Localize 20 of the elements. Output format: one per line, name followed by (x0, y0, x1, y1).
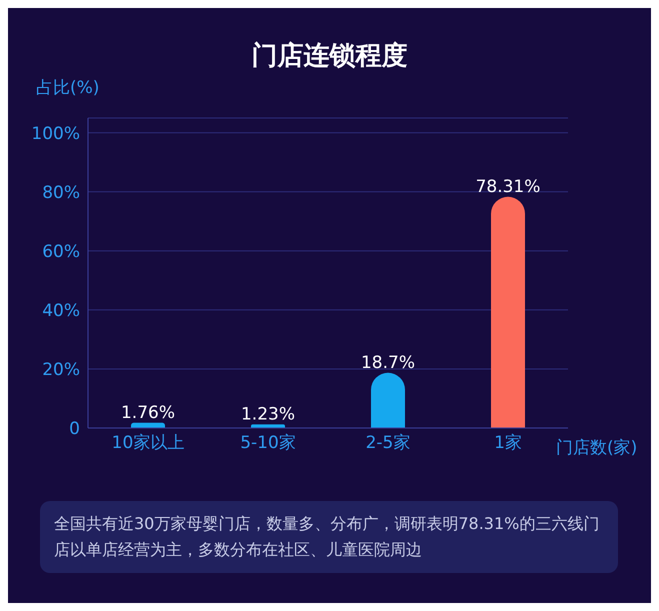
chart-title: 门店连锁程度 (250, 40, 408, 73)
data-label: 1.76% (120, 402, 176, 423)
data-label: 1.23% (240, 404, 296, 424)
y-axis-title: 占比(%) (36, 77, 100, 99)
bar (371, 372, 405, 428)
x-tick-label: 2-5家 (366, 433, 410, 454)
x-tick-label: 1家 (494, 433, 522, 454)
data-label: 18.7% (360, 352, 416, 373)
y-tick-label: 40% (42, 300, 80, 321)
y-tick-label: 80% (42, 182, 80, 203)
y-tick-label: 60% (42, 242, 80, 262)
y-tick-label: 0 (69, 419, 80, 440)
bar (491, 196, 525, 428)
x-tick-label: 5-10家 (240, 433, 296, 454)
x-axis-title: 门店数(家) (556, 437, 638, 459)
y-tick-label: 20% (42, 360, 80, 380)
text: 全国共有近30万家母婴门店，数量多、分布广，调研表明78.31%的三六线门店以单店经营为主，多数分布在社区、儿童医院周边 (40, 501, 618, 573)
x-tick-label: 10家以上 (112, 433, 184, 454)
y-tick-label: 100% (31, 124, 80, 144)
data-label: 78.31% (476, 176, 540, 197)
